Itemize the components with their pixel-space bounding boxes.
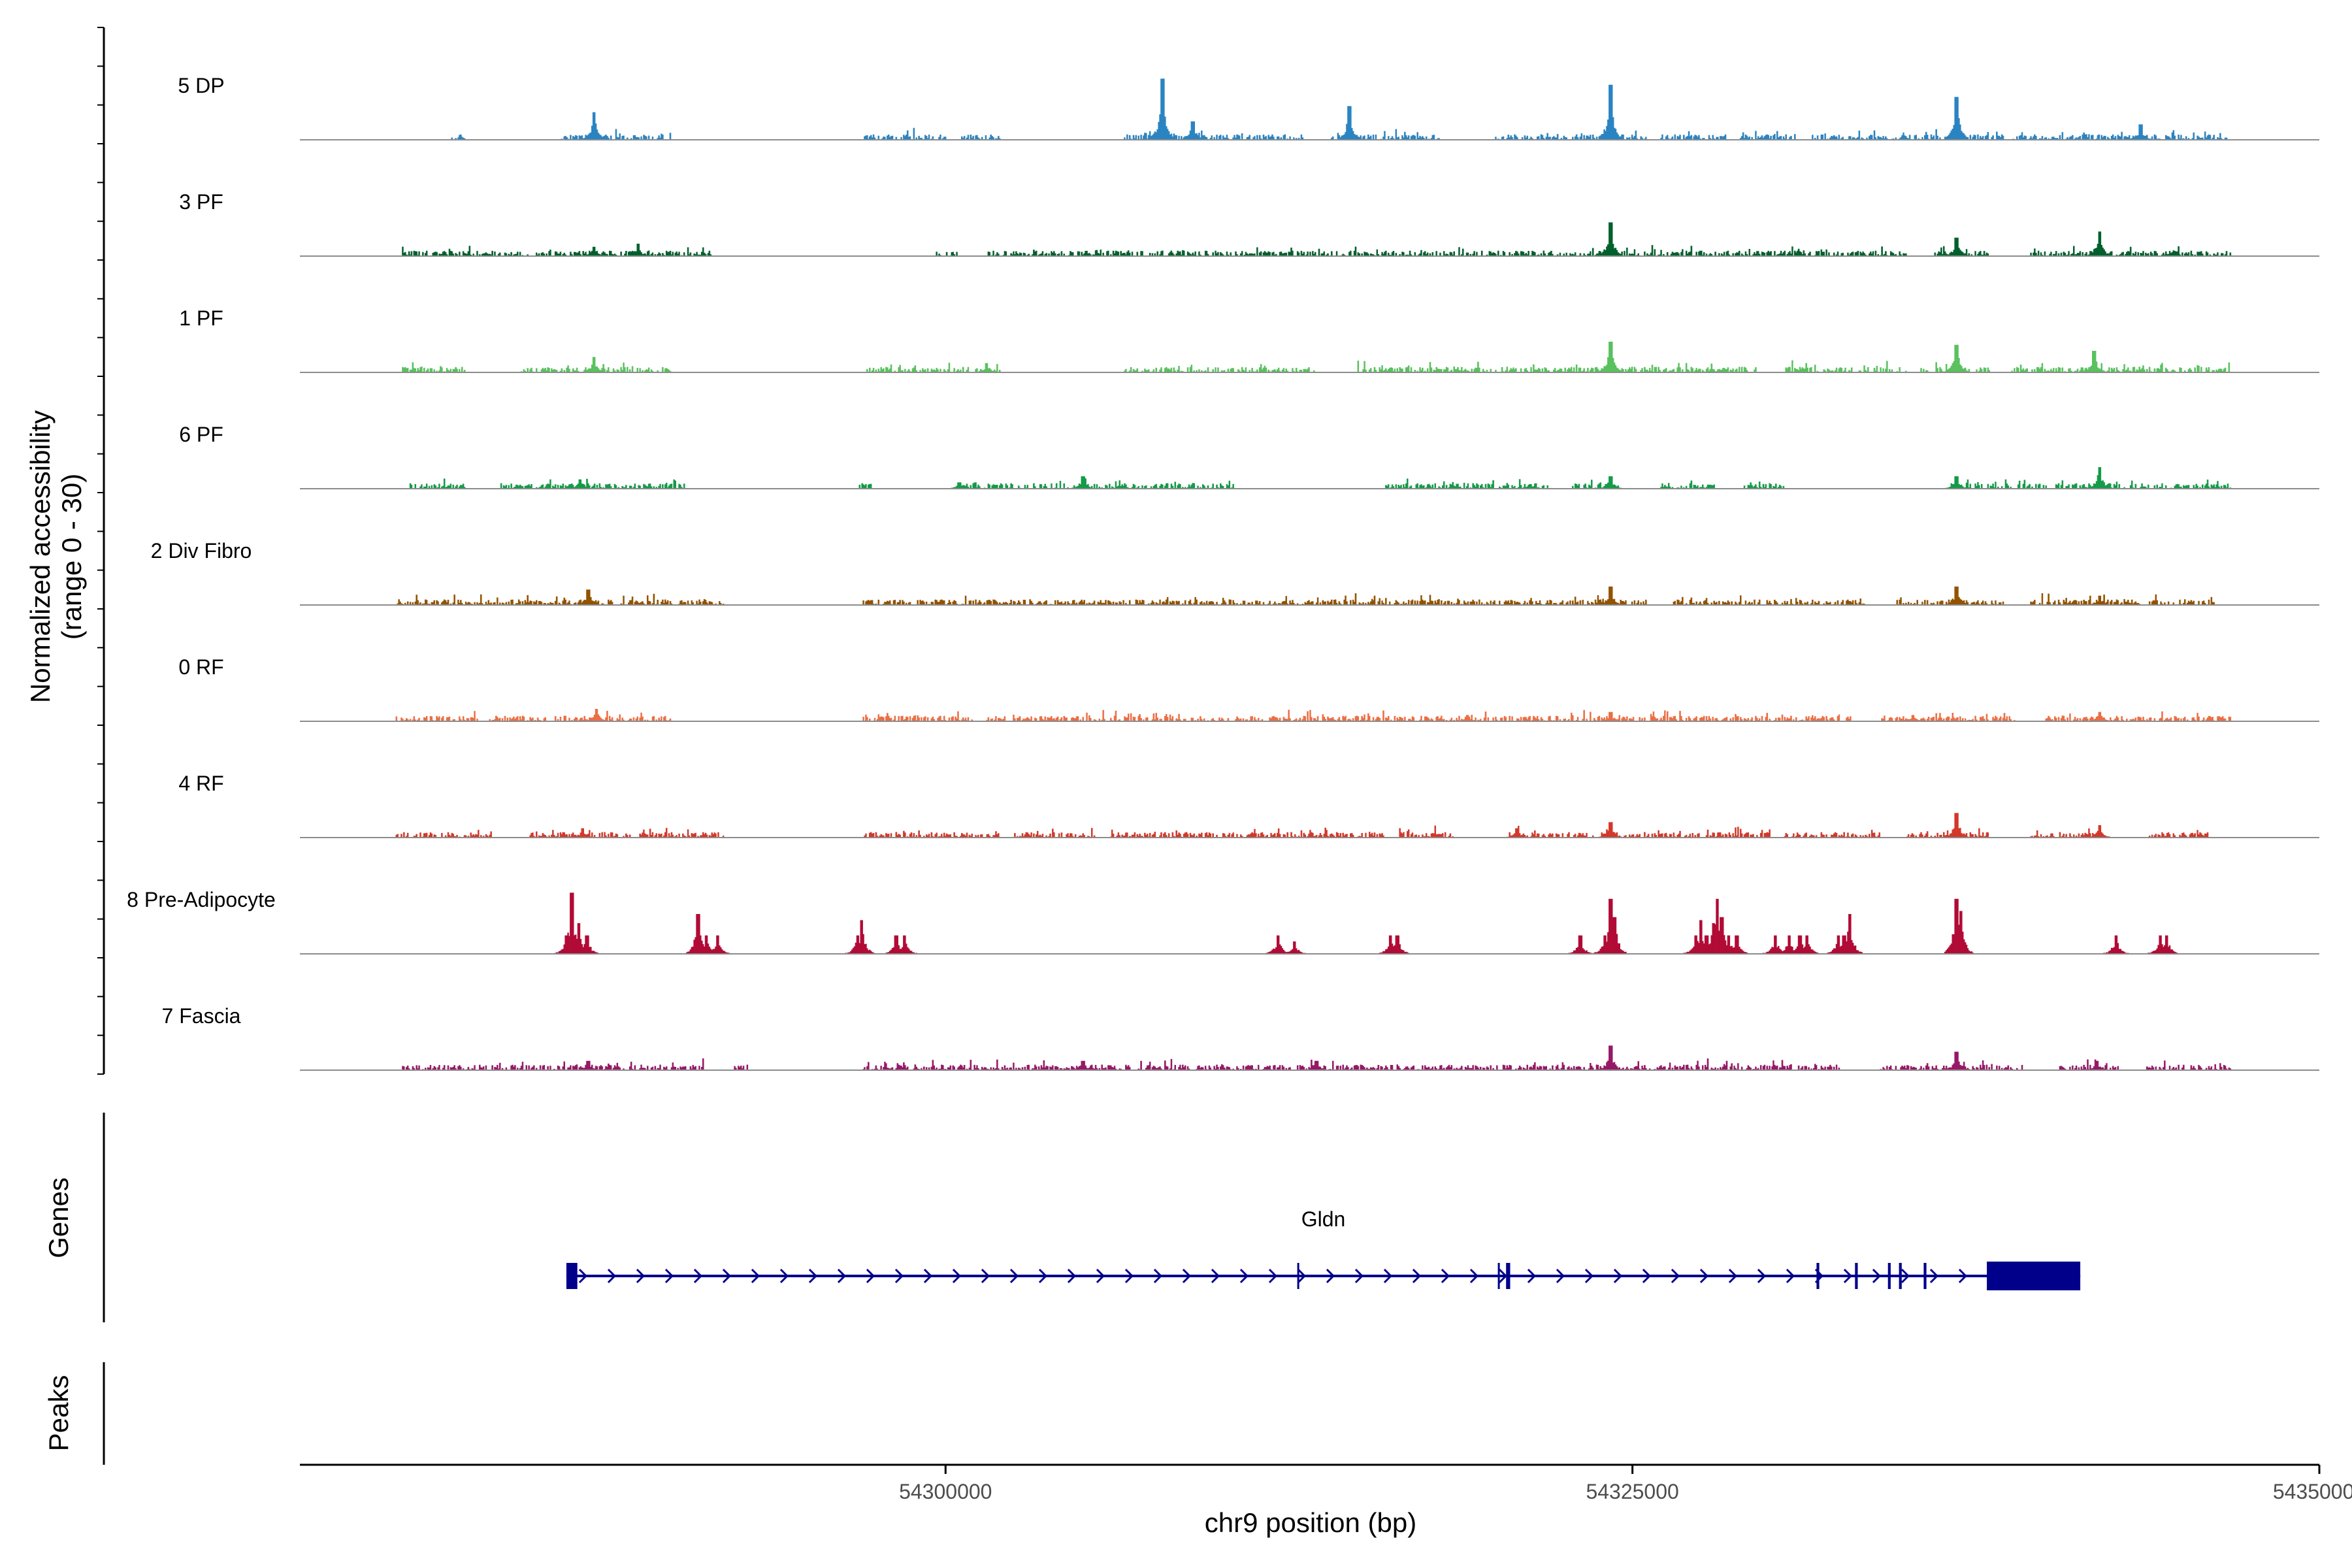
strand-arrow [1613, 1268, 1623, 1284]
x-tick-label: 54350000 [2273, 1480, 2352, 1503]
strand-arrow [1728, 1268, 1738, 1284]
gene-name-label: Gldn [1301, 1207, 1346, 1231]
gene-exon [1887, 1263, 1891, 1289]
strand-arrow [664, 1268, 674, 1284]
track-label: 8 Pre-Adipocyte [127, 888, 276, 911]
strand-arrow [1096, 1268, 1105, 1284]
strand-arrow [578, 1268, 588, 1284]
strand-arrow [1067, 1268, 1077, 1284]
strand-arrow [722, 1268, 732, 1284]
genes-panel-label: Genes [43, 1177, 74, 1258]
coverage-area [402, 1045, 2232, 1071]
strand-arrow [1786, 1268, 1795, 1284]
tracks-y-axis-ticks [97, 27, 104, 1075]
gene-exon [1497, 1263, 1500, 1289]
strand-arrow [1441, 1268, 1450, 1284]
track-label: 5 DP [178, 74, 224, 97]
strand-arrow [1412, 1268, 1422, 1284]
strand-arrow [779, 1268, 789, 1284]
strand-arrow [1009, 1268, 1019, 1284]
strand-arrow [1699, 1268, 1709, 1284]
gene-track: Gldn [566, 1207, 2081, 1290]
strand-arrow [1268, 1268, 1278, 1284]
coverage-track: 1 PF [179, 306, 2319, 373]
strand-arrow [1671, 1268, 1680, 1284]
strand-arrow [1239, 1268, 1249, 1284]
strand-arrow [1843, 1268, 1853, 1284]
strand-arrow [607, 1268, 617, 1284]
strand-arrow [923, 1268, 933, 1284]
track-label: 7 Fascia [162, 1004, 241, 1028]
strand-arrow [1469, 1268, 1479, 1284]
strand-arrow [1153, 1268, 1163, 1284]
strand-arrow [1929, 1268, 1939, 1284]
coverage-area [409, 467, 2232, 489]
coverage-area [402, 342, 2230, 373]
y-axis-title: Normalized accessibility [25, 410, 56, 703]
coverage-track: 2 Div Fibro [151, 539, 2319, 606]
track-label: 2 Div Fibro [151, 539, 252, 563]
strand-arrow [1584, 1268, 1594, 1284]
strand-arrow [1872, 1268, 1882, 1284]
strand-arrow [1527, 1268, 1537, 1284]
coverage-area [395, 813, 2209, 838]
gene-exon [1899, 1263, 1902, 1289]
strand-arrow [1038, 1268, 1048, 1284]
x-tick-label: 54325000 [1586, 1480, 1678, 1503]
coverage-track: 8 Pre-Adipocyte [127, 888, 2319, 955]
strand-arrow [1498, 1268, 1508, 1284]
track-label: 3 PF [179, 190, 223, 214]
coverage-track: 5 DP [178, 74, 2319, 140]
strand-arrow [981, 1268, 990, 1284]
gene-exon [1987, 1262, 2081, 1290]
strand-arrow [751, 1268, 760, 1284]
coverage-track: 4 RF [178, 772, 2319, 838]
coverage-area [402, 222, 2232, 257]
strand-arrow [1354, 1268, 1364, 1284]
strand-arrow [866, 1268, 875, 1284]
coverage-area [397, 586, 2215, 606]
coverage-track: 0 RF [178, 655, 2319, 722]
strand-arrow [1757, 1268, 1767, 1284]
strand-arrow [837, 1268, 847, 1284]
strand-arrow [952, 1268, 962, 1284]
gene-exon [566, 1263, 578, 1289]
x-axis-title: chr9 position (bp) [1205, 1507, 1417, 1538]
x-tick-label: 54300000 [899, 1480, 992, 1503]
coverage-track: 6 PF [179, 423, 2319, 489]
gene-exon [1816, 1263, 1820, 1289]
strand-arrow [1958, 1268, 1968, 1284]
coverage-tracks: 5 DP 3 PF 1 PF 6 PF 2 Div Fibro 0 RF 4 RF 8 Pre… [127, 74, 2319, 1071]
peaks-panel-label: Peaks [43, 1375, 74, 1452]
strand-arrow [808, 1268, 818, 1284]
strand-arrow [1124, 1268, 1134, 1284]
strand-arrow [693, 1268, 703, 1284]
gene-exon [1297, 1263, 1299, 1289]
track-label: 4 RF [178, 772, 223, 795]
track-label: 0 RF [178, 655, 223, 679]
track-label: 1 PF [179, 306, 223, 330]
strand-arrow [1901, 1268, 1910, 1284]
gene-exon [1855, 1263, 1858, 1289]
strand-arrow [1297, 1268, 1307, 1284]
strand-arrow [1211, 1268, 1220, 1284]
y-axis-range-label: (range 0 - 30) [56, 474, 87, 640]
strand-arrow [1383, 1268, 1393, 1284]
coverage-area [395, 709, 2232, 722]
gene-exon [1506, 1263, 1511, 1289]
coverage-track: 7 Fascia [162, 1004, 2319, 1071]
strand-arrow [894, 1268, 904, 1284]
gene-exon [1923, 1263, 1927, 1289]
coverage-area [554, 892, 2178, 955]
track-label: 6 PF [179, 423, 223, 446]
coverage-track: 3 PF [179, 190, 2319, 257]
coverage-area [451, 78, 2228, 140]
x-axis: 54300000 54325000 54350000 [300, 1463, 2352, 1503]
strand-arrow [1182, 1268, 1192, 1284]
strand-arrow [1642, 1268, 1652, 1284]
strand-arrow [1326, 1268, 1335, 1284]
strand-arrow [1556, 1268, 1565, 1284]
strand-arrow [636, 1268, 645, 1284]
